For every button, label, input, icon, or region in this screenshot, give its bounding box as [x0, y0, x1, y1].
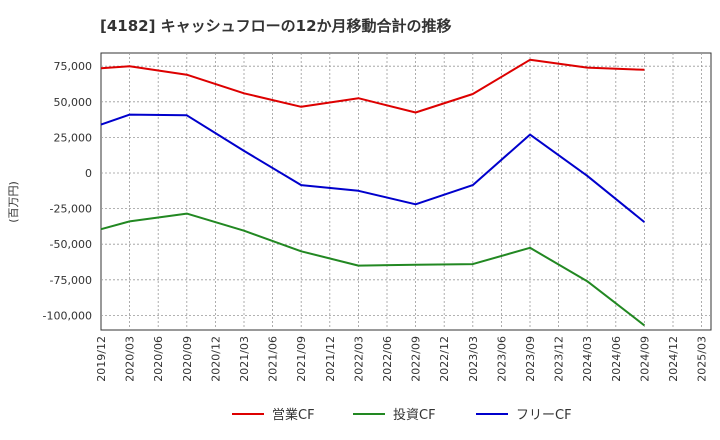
- y-tick-label: -75,000: [50, 274, 92, 287]
- plot-area: [100, 52, 712, 331]
- x-tick-label: 2024/09: [638, 336, 651, 382]
- x-tick-label: 2021/06: [267, 336, 280, 382]
- x-tick-label: 2023/12: [553, 336, 566, 382]
- legend-label: 営業CF: [272, 407, 315, 423]
- series-lines: [100, 58, 646, 327]
- y-axis-label: (百万円): [7, 181, 20, 223]
- y-axis-ticks: 75,000 50,000 25,000 0 -25,000 -50,000 -75,000…: [43, 60, 92, 322]
- x-tick-label: 2020/06: [152, 336, 165, 382]
- x-tick-label: 2024/03: [581, 336, 594, 382]
- y-tick-label: -100,000: [43, 309, 92, 322]
- legend: 営業CF 投資CF フリーCF: [232, 407, 572, 423]
- y-tick-label: 75,000: [54, 60, 93, 73]
- x-tick-label: 2022/03: [352, 336, 365, 382]
- x-axis-ticks: 2019/12 2020/03 2020/06 2020/09 2020/12 2021/…: [95, 336, 709, 382]
- x-tick-label: 2021/03: [238, 336, 251, 382]
- x-tick-label: 2021/12: [324, 336, 337, 382]
- series-line: [100, 113, 646, 223]
- x-tick-label: 2025/03: [696, 336, 709, 382]
- series-line: [100, 212, 646, 327]
- legend-label: 投資CF: [393, 407, 436, 423]
- x-tick-label: 2020/03: [124, 336, 137, 382]
- x-tick-label: 2022/09: [410, 336, 423, 382]
- x-tick-label: 2019/12: [95, 336, 108, 382]
- x-tick-label: 2024/06: [610, 336, 623, 382]
- chart-title: [4182] キャッシュフローの12か月移動合計の推移: [100, 17, 452, 35]
- y-tick-label: -50,000: [50, 238, 92, 251]
- x-tick-label: 2020/09: [181, 336, 194, 382]
- legend-label: フリーCF: [516, 408, 572, 423]
- x-tick-label: 2023/03: [467, 336, 480, 382]
- y-tick-label: -25,000: [50, 203, 92, 216]
- x-tick-label: 2020/12: [209, 336, 222, 382]
- x-tick-label: 2022/12: [438, 336, 451, 382]
- x-tick-label: 2021/09: [295, 336, 308, 382]
- x-tick-label: 2023/06: [495, 336, 508, 382]
- grid: [101, 53, 711, 330]
- series-line: [100, 58, 645, 114]
- x-tick-label: 2023/09: [524, 336, 537, 382]
- y-tick-label: 0: [85, 167, 92, 180]
- x-tick-label: 2024/12: [667, 336, 680, 382]
- x-tick-label: 2022/06: [381, 336, 394, 382]
- y-tick-label: 50,000: [54, 96, 93, 109]
- y-tick-label: 25,000: [54, 131, 93, 144]
